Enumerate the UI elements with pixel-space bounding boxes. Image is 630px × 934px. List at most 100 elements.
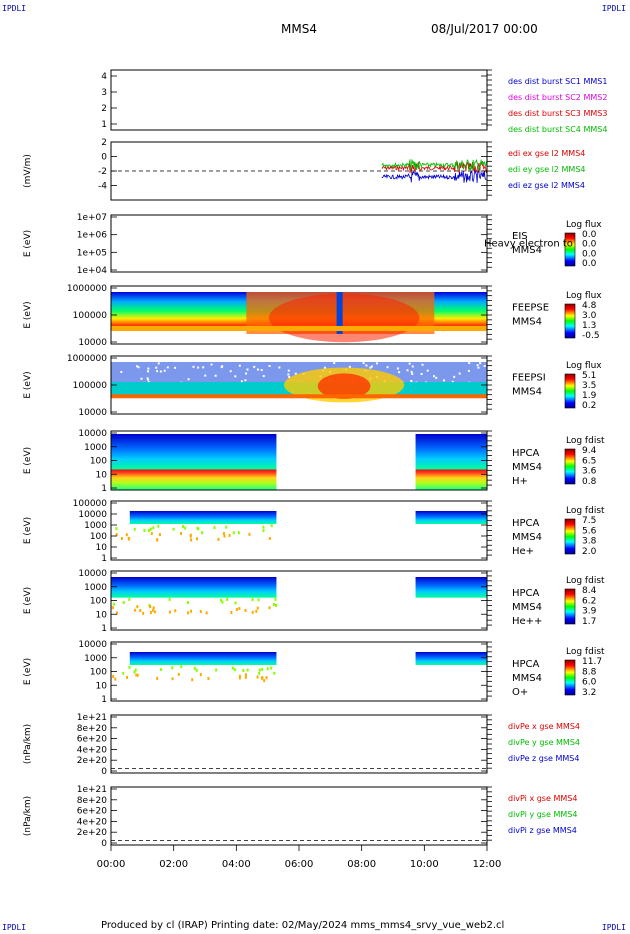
- feepsi-gap-34: [234, 375, 237, 378]
- instrument-label-2: H+: [512, 476, 528, 487]
- colorbar-title: Log flux: [566, 220, 602, 230]
- feepsi-gap-50: [479, 362, 482, 365]
- hpca_o-speck-9: [207, 676, 210, 680]
- hpca_he-speck-7: [172, 527, 175, 531]
- feepsi-gap-103: [426, 369, 429, 372]
- feepsi-gap-119: [147, 370, 150, 373]
- colorbar-tick-2: 3.9: [582, 607, 597, 617]
- instrument-label-1: MMS4: [512, 602, 542, 613]
- feepsi-gap-57: [411, 365, 414, 368]
- ytick-label-0: 0: [101, 767, 107, 777]
- instrument-label-1: MMS4: [512, 245, 542, 256]
- feepsi-gap-60: [288, 375, 291, 378]
- hpca_hepp-speck-33: [116, 611, 119, 615]
- hpca_o-speck-36: [177, 672, 180, 676]
- legend-item-2: divPi z gse MMS4: [508, 826, 577, 835]
- ylabel-feepsi: E (eV): [23, 371, 33, 398]
- ytick-label-0: 1: [101, 120, 107, 130]
- hpca_hepp-speck-8: [190, 609, 193, 613]
- spacecraft-title: MMS4: [281, 22, 317, 36]
- ytick-label-1: 1e+05: [77, 248, 107, 258]
- ytick-label-2: 1000000: [67, 284, 107, 294]
- hpca_o-speck-28: [215, 668, 218, 672]
- legend-item-2: divPe z gse MMS4: [508, 754, 579, 763]
- hpca_he-speck-5: [222, 531, 225, 535]
- hpca_o-right: [415, 652, 487, 665]
- spectrogram-eis: [111, 215, 487, 272]
- ylabel-hpca_h: E (eV): [23, 447, 33, 474]
- xtick-label-4: 08:00: [347, 859, 376, 870]
- ytick-label-5: 1e+21: [77, 713, 107, 723]
- hpca_hepp-speck-9: [205, 611, 208, 615]
- hpca_hepp-speck-7: [153, 610, 156, 614]
- spectrogram-hpca_hepp: [111, 577, 487, 615]
- colorbar-tick-1: 3.0: [582, 311, 597, 321]
- feepsi-gap-61: [365, 364, 368, 367]
- hpca_o-speck-25: [134, 668, 137, 672]
- hpca_hepp-speck-25: [221, 600, 224, 604]
- ytick-label-1: 2: [101, 104, 107, 114]
- ytick-label-0: 10000: [78, 408, 107, 418]
- hpca_he-speck-36: [232, 531, 235, 535]
- legend-item-2: edi ez gse l2 MMS4: [508, 181, 585, 190]
- ytick-label-2: 4e+20: [77, 745, 108, 755]
- ylabel-eis: E (eV): [23, 230, 33, 257]
- colorbar-gradient: [564, 588, 576, 625]
- feepsi-gap-100: [433, 375, 436, 378]
- feepsi-gap-3: [159, 370, 162, 373]
- colorbar-tick-2: 1.9: [582, 391, 597, 401]
- feepsi-gap-80: [268, 365, 271, 368]
- hpca_hepp-speck-4: [256, 606, 259, 610]
- hpca-h-right: [415, 434, 487, 470]
- feepsi-gap-9: [410, 370, 413, 373]
- feepsi-gap-45: [244, 379, 247, 382]
- feepsi-gap-66: [156, 370, 159, 373]
- date-title: 08/Jul/2017 00:00: [431, 22, 538, 36]
- colorbar-tick-3: 0.0: [582, 259, 597, 269]
- feepsi-gap-16: [240, 380, 243, 383]
- feepsi-gap-96: [163, 369, 166, 372]
- feepsi-gap-99: [370, 365, 373, 368]
- edi-trace-1: [381, 159, 487, 171]
- hpca_hepp-speck-6: [168, 597, 171, 601]
- ytick-label-2: 100: [90, 532, 107, 542]
- colorbar-tick-1: 6.5: [582, 456, 596, 466]
- hpca_o-speck-31: [238, 676, 241, 680]
- ytick-label-3: 1000: [84, 654, 107, 664]
- frame-hpca_o: [110, 641, 488, 702]
- feepsi-gap-53: [210, 363, 213, 366]
- legend-edi: edi ex gse l2 MMS4 edi ey gse l2 MMS4 edi …: [508, 149, 586, 190]
- hpca_o-speck-15: [266, 667, 269, 671]
- ytick-label-2: 0: [101, 153, 107, 163]
- feepsi-gap-31: [369, 366, 372, 369]
- edi-traces: [111, 159, 487, 184]
- hpca_hepp-speck-16: [111, 606, 114, 610]
- instrument-label-2: He+: [512, 546, 534, 557]
- hpca_he-right: [415, 511, 487, 524]
- hpca_o-speck-29: [238, 674, 241, 678]
- colorbar-tick-3: 1.7: [582, 617, 596, 627]
- colorbar-gradient: [564, 373, 576, 409]
- feepsi-gap-28: [166, 366, 169, 369]
- hpca_he-speck-29: [196, 526, 199, 530]
- feepsi-bottom-line: [111, 394, 487, 399]
- feepsi-gap-15: [396, 367, 399, 370]
- hpca_o-speck-20: [270, 666, 273, 670]
- legend-item-1: edi ey gse l2 MMS4: [508, 165, 586, 174]
- hpca_hepp-right: [415, 577, 487, 598]
- ytick-label-2: 1000000: [67, 354, 107, 364]
- corner-label-bottom-right: IPDLI: [601, 923, 626, 932]
- colorbar-tick-0: 8.4: [582, 586, 597, 596]
- colorbar-title: Log fdist: [566, 647, 605, 657]
- feepsi-gap-37: [262, 375, 265, 378]
- hpca_o-speck-23: [114, 677, 117, 681]
- legend-divpi: divPi x gse MMS4 divPi y gse MMS4 divPi z …: [508, 794, 577, 835]
- legend-item-1: divPe y gse MMS4: [508, 738, 580, 747]
- colorbar-tick-2: 0.0: [582, 249, 597, 259]
